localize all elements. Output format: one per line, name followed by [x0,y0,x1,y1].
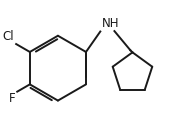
Text: F: F [9,92,16,105]
Text: Cl: Cl [3,30,15,43]
Text: NH: NH [102,17,120,30]
